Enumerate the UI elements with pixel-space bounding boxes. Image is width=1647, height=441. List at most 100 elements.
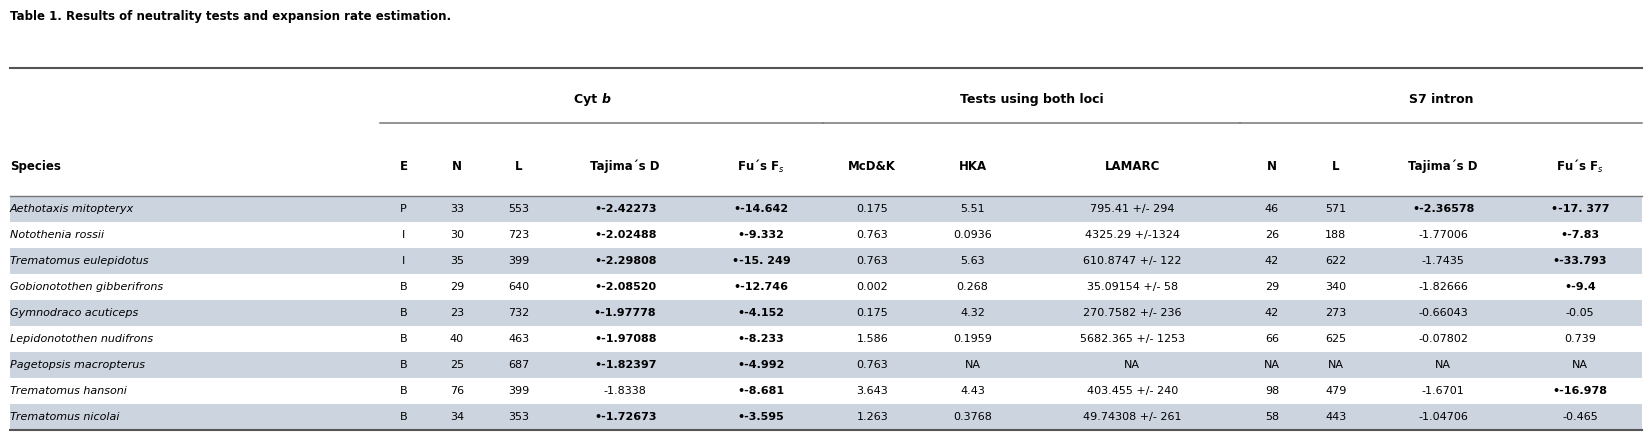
Text: 0.0936: 0.0936 <box>954 230 991 240</box>
Text: 98: 98 <box>1265 386 1280 396</box>
Text: 5.51: 5.51 <box>960 204 985 214</box>
Text: 25: 25 <box>450 360 464 370</box>
Text: 795.41 +/- 294: 795.41 +/- 294 <box>1090 204 1174 214</box>
Text: Tests using both loci: Tests using both loci <box>960 93 1103 106</box>
Text: •-8.681: •-8.681 <box>738 386 784 396</box>
Text: -1.7435: -1.7435 <box>1421 256 1464 266</box>
Text: 49.74308 +/- 261: 49.74308 +/- 261 <box>1082 412 1181 422</box>
Text: 4.43: 4.43 <box>960 386 985 396</box>
Text: 0.175: 0.175 <box>856 204 888 214</box>
Bar <box>10 300 1642 326</box>
Text: B: B <box>400 334 407 344</box>
Text: 34: 34 <box>450 412 464 422</box>
Text: 1.263: 1.263 <box>856 412 888 422</box>
Text: -1.8338: -1.8338 <box>604 386 647 396</box>
Text: NA: NA <box>1435 360 1451 370</box>
Text: E: E <box>400 160 408 173</box>
Text: LAMARC: LAMARC <box>1105 160 1159 173</box>
Text: L: L <box>1332 160 1339 173</box>
Text: Pagetopsis macropterus: Pagetopsis macropterus <box>10 360 145 370</box>
Bar <box>10 352 1642 378</box>
Text: 188: 188 <box>1326 230 1347 240</box>
Text: •-15. 249: •-15. 249 <box>731 256 791 266</box>
Bar <box>10 196 1642 222</box>
Text: 270.7582 +/- 236: 270.7582 +/- 236 <box>1082 308 1181 318</box>
Text: Gymnodraco acuticeps: Gymnodraco acuticeps <box>10 308 138 318</box>
Text: Fu´s F$_s$: Fu´s F$_s$ <box>738 158 786 175</box>
Text: B: B <box>400 412 407 422</box>
Text: 23: 23 <box>450 308 464 318</box>
Text: N: N <box>1267 160 1276 173</box>
Text: 571: 571 <box>1326 204 1347 214</box>
Text: 625: 625 <box>1326 334 1347 344</box>
Text: 76: 76 <box>450 386 464 396</box>
Text: Trematomus eulepidotus: Trematomus eulepidotus <box>10 256 148 266</box>
Text: -0.05: -0.05 <box>1566 308 1594 318</box>
Text: Trematomus hansoni: Trematomus hansoni <box>10 386 127 396</box>
Text: 640: 640 <box>509 282 529 292</box>
Text: Notothenia rossii: Notothenia rossii <box>10 230 104 240</box>
Text: 399: 399 <box>509 256 529 266</box>
Bar <box>10 404 1642 430</box>
Text: 40: 40 <box>450 334 464 344</box>
Text: 5682.365 +/- 1253: 5682.365 +/- 1253 <box>1079 334 1184 344</box>
Text: -0.66043: -0.66043 <box>1418 308 1467 318</box>
Text: •-1.82397: •-1.82397 <box>595 360 657 370</box>
Text: B: B <box>400 360 407 370</box>
Text: 732: 732 <box>509 308 529 318</box>
Text: -1.77006: -1.77006 <box>1418 230 1467 240</box>
Text: •-14.642: •-14.642 <box>733 204 789 214</box>
Text: •-2.29808: •-2.29808 <box>595 256 657 266</box>
Text: 443: 443 <box>1326 412 1347 422</box>
Text: Trematomus nicolai: Trematomus nicolai <box>10 412 119 422</box>
Text: Aethotaxis mitopteryx: Aethotaxis mitopteryx <box>10 204 133 214</box>
Text: 0.763: 0.763 <box>856 256 888 266</box>
Text: HKA: HKA <box>959 160 987 173</box>
Text: I: I <box>402 230 405 240</box>
Text: 0.739: 0.739 <box>1565 334 1596 344</box>
Text: 4.32: 4.32 <box>960 308 985 318</box>
Text: 353: 353 <box>509 412 529 422</box>
Text: •-1.97778: •-1.97778 <box>595 308 657 318</box>
Text: -0.465: -0.465 <box>1561 412 1598 422</box>
Text: S7 intron: S7 intron <box>1408 93 1474 106</box>
Text: NA: NA <box>965 360 980 370</box>
Text: McD&K: McD&K <box>848 160 896 173</box>
Text: Cyt: Cyt <box>575 93 601 106</box>
Text: •-4.152: •-4.152 <box>738 308 784 318</box>
Text: 340: 340 <box>1326 282 1347 292</box>
Text: L: L <box>516 160 522 173</box>
Text: Lepidonotothen nudifrons: Lepidonotothen nudifrons <box>10 334 153 344</box>
Text: 0.002: 0.002 <box>856 282 888 292</box>
Text: •-8.233: •-8.233 <box>738 334 784 344</box>
Text: 0.3768: 0.3768 <box>954 412 991 422</box>
Text: Table 1. Results of neutrality tests and expansion rate estimation.: Table 1. Results of neutrality tests and… <box>10 10 451 22</box>
Text: NA: NA <box>1263 360 1280 370</box>
Text: •-16.978: •-16.978 <box>1553 386 1607 396</box>
Text: 33: 33 <box>450 204 464 214</box>
Text: 46: 46 <box>1265 204 1280 214</box>
Text: 5.63: 5.63 <box>960 256 985 266</box>
Text: •-7.83: •-7.83 <box>1560 230 1599 240</box>
Text: 622: 622 <box>1326 256 1347 266</box>
Text: 0.175: 0.175 <box>856 308 888 318</box>
Text: •-33.793: •-33.793 <box>1553 256 1607 266</box>
Text: 463: 463 <box>509 334 529 344</box>
Text: 4325.29 +/-1324: 4325.29 +/-1324 <box>1085 230 1179 240</box>
Text: 403.455 +/- 240: 403.455 +/- 240 <box>1087 386 1178 396</box>
Text: •-17. 377: •-17. 377 <box>1551 204 1609 214</box>
Text: 66: 66 <box>1265 334 1280 344</box>
Text: B: B <box>400 386 407 396</box>
Text: •-2.36578: •-2.36578 <box>1411 204 1474 214</box>
Text: •-2.42273: •-2.42273 <box>595 204 657 214</box>
Text: -1.04706: -1.04706 <box>1418 412 1467 422</box>
Bar <box>10 248 1642 274</box>
Text: 29: 29 <box>1265 282 1280 292</box>
Text: 0.268: 0.268 <box>957 282 988 292</box>
Text: •-3.595: •-3.595 <box>738 412 784 422</box>
Text: 58: 58 <box>1265 412 1280 422</box>
Text: -1.82666: -1.82666 <box>1418 282 1467 292</box>
Text: NA: NA <box>1327 360 1344 370</box>
Text: B: B <box>400 282 407 292</box>
Text: Fu´s F$_s$: Fu´s F$_s$ <box>1556 158 1604 175</box>
